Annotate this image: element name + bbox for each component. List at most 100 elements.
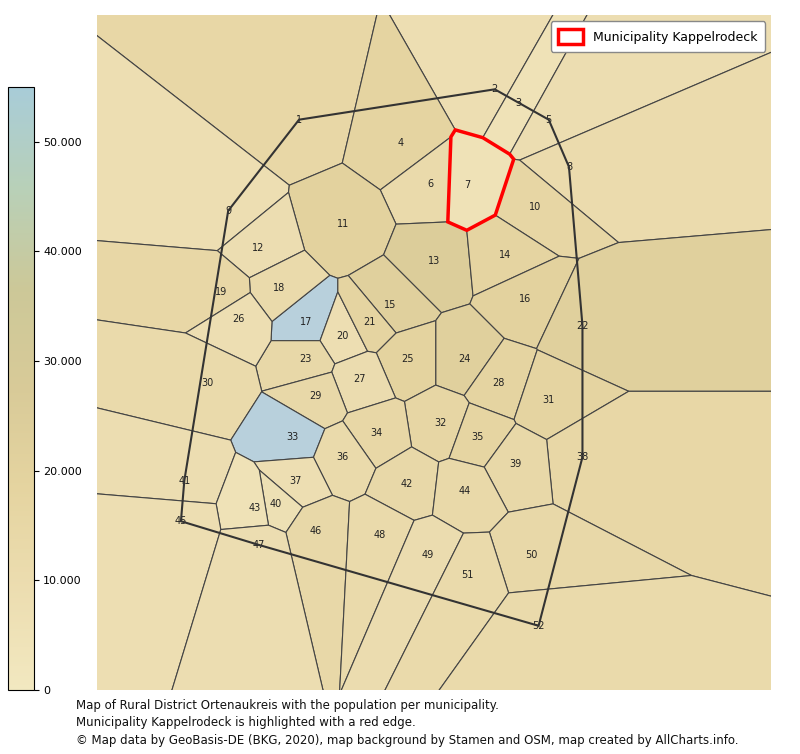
Polygon shape bbox=[464, 339, 538, 420]
Polygon shape bbox=[0, 0, 290, 250]
Polygon shape bbox=[320, 292, 368, 364]
Polygon shape bbox=[254, 457, 333, 507]
Polygon shape bbox=[256, 341, 335, 391]
Polygon shape bbox=[342, 398, 412, 468]
Text: 2: 2 bbox=[492, 84, 498, 94]
Polygon shape bbox=[448, 130, 514, 230]
Text: 39: 39 bbox=[509, 459, 521, 469]
Text: 21: 21 bbox=[364, 317, 376, 327]
Text: 37: 37 bbox=[290, 476, 302, 486]
Text: 4: 4 bbox=[397, 138, 403, 149]
Text: 23: 23 bbox=[299, 354, 312, 364]
Polygon shape bbox=[365, 447, 438, 520]
Text: 32: 32 bbox=[434, 418, 447, 428]
Text: 48: 48 bbox=[374, 530, 386, 540]
Polygon shape bbox=[0, 380, 236, 504]
Polygon shape bbox=[42, 0, 381, 185]
Polygon shape bbox=[495, 159, 618, 259]
Polygon shape bbox=[466, 215, 559, 296]
Polygon shape bbox=[262, 372, 347, 429]
Polygon shape bbox=[230, 392, 325, 462]
Polygon shape bbox=[186, 293, 272, 366]
Polygon shape bbox=[286, 495, 350, 729]
Text: 20: 20 bbox=[337, 330, 349, 341]
Text: 3: 3 bbox=[515, 98, 522, 108]
Text: 11: 11 bbox=[337, 219, 349, 229]
Polygon shape bbox=[433, 458, 508, 533]
Polygon shape bbox=[97, 49, 198, 623]
Polygon shape bbox=[250, 250, 330, 321]
Text: 49: 49 bbox=[421, 550, 434, 560]
Text: 33: 33 bbox=[286, 432, 298, 442]
Polygon shape bbox=[271, 275, 338, 341]
Polygon shape bbox=[289, 163, 396, 278]
Text: 34: 34 bbox=[370, 428, 382, 439]
Text: 47: 47 bbox=[252, 540, 265, 550]
Text: 24: 24 bbox=[458, 354, 470, 364]
Polygon shape bbox=[338, 275, 396, 353]
Text: 35: 35 bbox=[472, 432, 484, 442]
Text: 14: 14 bbox=[498, 250, 511, 259]
Text: 36: 36 bbox=[337, 452, 349, 462]
Text: 38: 38 bbox=[576, 452, 589, 462]
Polygon shape bbox=[546, 391, 800, 611]
Text: 17: 17 bbox=[299, 317, 312, 327]
Text: 1: 1 bbox=[296, 115, 302, 124]
Text: © Map data by GeoBasis-DE (BKG, 2020), map background by Stamen and OSM, map cre: © Map data by GeoBasis-DE (BKG, 2020), m… bbox=[76, 734, 738, 746]
Polygon shape bbox=[329, 515, 463, 754]
Text: 10: 10 bbox=[529, 202, 542, 213]
Polygon shape bbox=[449, 403, 516, 467]
Text: 16: 16 bbox=[519, 293, 531, 304]
Polygon shape bbox=[0, 304, 262, 440]
Text: 28: 28 bbox=[492, 378, 504, 388]
Text: 30: 30 bbox=[202, 378, 214, 388]
Text: 6: 6 bbox=[427, 179, 434, 188]
Text: 41: 41 bbox=[178, 476, 190, 486]
Polygon shape bbox=[490, 504, 691, 593]
Text: 12: 12 bbox=[252, 243, 265, 253]
Text: 40: 40 bbox=[270, 499, 282, 510]
Polygon shape bbox=[216, 452, 269, 529]
Text: 50: 50 bbox=[526, 550, 538, 560]
Polygon shape bbox=[342, 0, 455, 190]
Text: 43: 43 bbox=[249, 503, 262, 513]
Polygon shape bbox=[405, 385, 470, 462]
Text: 22: 22 bbox=[576, 320, 589, 330]
Text: 25: 25 bbox=[401, 354, 414, 364]
Text: 44: 44 bbox=[458, 486, 470, 496]
Polygon shape bbox=[510, 0, 800, 160]
Polygon shape bbox=[0, 483, 221, 754]
Text: 18: 18 bbox=[273, 284, 285, 293]
Text: 7: 7 bbox=[465, 180, 471, 190]
Text: Map of Rural District Ortenaukreis with the population per municipality.: Map of Rural District Ortenaukreis with … bbox=[76, 699, 499, 712]
Text: 8: 8 bbox=[566, 162, 572, 172]
Polygon shape bbox=[470, 256, 579, 348]
Polygon shape bbox=[339, 494, 414, 694]
Polygon shape bbox=[259, 470, 302, 532]
Polygon shape bbox=[514, 350, 629, 440]
Text: 51: 51 bbox=[462, 570, 474, 580]
Text: 42: 42 bbox=[401, 479, 413, 489]
Text: 29: 29 bbox=[310, 391, 322, 401]
Text: 5: 5 bbox=[546, 115, 552, 124]
Text: 26: 26 bbox=[232, 314, 245, 323]
Polygon shape bbox=[338, 532, 509, 754]
Polygon shape bbox=[366, 0, 618, 138]
Text: 46: 46 bbox=[310, 526, 322, 536]
Polygon shape bbox=[368, 575, 800, 754]
Text: 27: 27 bbox=[354, 375, 366, 385]
Polygon shape bbox=[314, 421, 376, 501]
Polygon shape bbox=[97, 15, 771, 690]
Legend: Municipality Kappelrodeck: Municipality Kappelrodeck bbox=[550, 21, 765, 51]
Polygon shape bbox=[484, 424, 553, 512]
Text: 15: 15 bbox=[384, 300, 396, 310]
Polygon shape bbox=[332, 351, 396, 413]
Polygon shape bbox=[376, 320, 436, 402]
Text: 52: 52 bbox=[532, 621, 545, 631]
Text: 9: 9 bbox=[225, 206, 231, 216]
Polygon shape bbox=[482, 0, 646, 155]
Text: 45: 45 bbox=[174, 516, 187, 526]
Polygon shape bbox=[383, 222, 473, 313]
Text: 19: 19 bbox=[215, 287, 227, 297]
Polygon shape bbox=[520, 31, 800, 243]
